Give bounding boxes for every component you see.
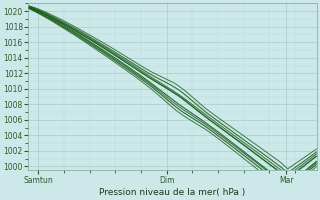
X-axis label: Pression niveau de la mer( hPa ): Pression niveau de la mer( hPa ): [99, 188, 245, 197]
